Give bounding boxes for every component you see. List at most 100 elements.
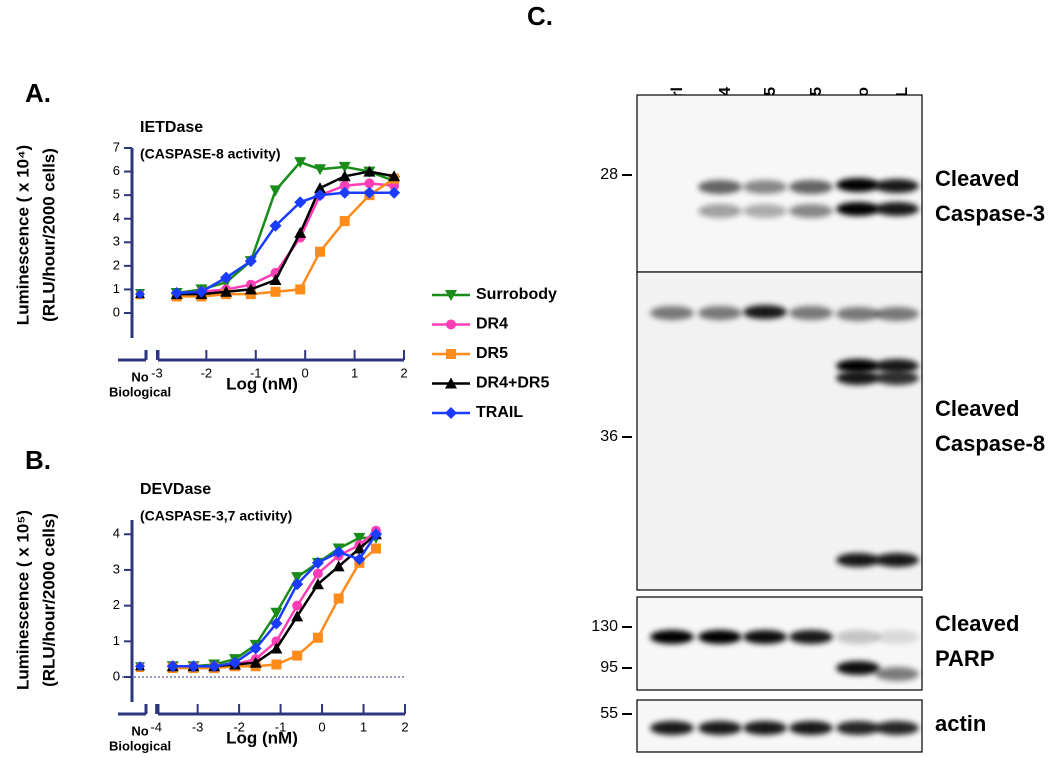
y-axis-label: (RLU/hour/2000 cells) bbox=[39, 148, 58, 322]
data-point bbox=[338, 186, 351, 199]
data-point bbox=[269, 185, 282, 197]
blot-band bbox=[698, 204, 742, 218]
panel-label: A. bbox=[25, 78, 51, 108]
data-point bbox=[292, 650, 303, 661]
data-point bbox=[294, 196, 307, 209]
data-point bbox=[332, 560, 345, 572]
data-point bbox=[292, 600, 303, 611]
x-tick-label: 2 bbox=[401, 719, 408, 734]
data-point bbox=[208, 660, 221, 673]
x-tick-label: -3 bbox=[151, 365, 163, 380]
blot-label: Cleaved bbox=[935, 166, 1019, 191]
data-point bbox=[270, 617, 283, 630]
chart-subtitle: (CASPASE-3,7 activity) bbox=[140, 508, 292, 524]
blot-label: Caspase-3 bbox=[935, 201, 1045, 226]
x-tick-label: -2 bbox=[201, 365, 213, 380]
y-axis-label: Luminescence ( x 10⁴) bbox=[13, 145, 32, 325]
blot-panel bbox=[636, 271, 923, 591]
data-point bbox=[271, 659, 282, 670]
data-point bbox=[338, 161, 351, 173]
data-point bbox=[333, 593, 344, 604]
data-point bbox=[312, 568, 323, 579]
legend-marker bbox=[445, 407, 457, 419]
blot-band bbox=[698, 306, 742, 320]
data-point bbox=[353, 532, 366, 544]
data-point bbox=[294, 157, 307, 169]
series-line bbox=[176, 191, 395, 295]
series-line bbox=[176, 170, 395, 296]
y-tick-label: 0 bbox=[113, 304, 120, 319]
data-point bbox=[314, 182, 326, 194]
y-tick-label: 6 bbox=[113, 163, 120, 178]
legend-label: DR4+DR5 bbox=[476, 375, 549, 392]
blot-band bbox=[743, 721, 787, 735]
data-point bbox=[195, 285, 208, 298]
control-label: No bbox=[131, 723, 148, 738]
blot-band bbox=[836, 630, 880, 644]
chart-title: DEVDase bbox=[140, 481, 211, 498]
blot-label: PARP bbox=[935, 646, 995, 671]
blot-band bbox=[836, 307, 880, 321]
data-point bbox=[270, 286, 281, 297]
y-tick-label: 4 bbox=[113, 210, 120, 225]
data-point bbox=[294, 226, 307, 238]
data-point bbox=[311, 578, 324, 590]
blot-band bbox=[836, 359, 880, 373]
blot-band bbox=[836, 178, 880, 192]
legend-label: DR5 bbox=[476, 345, 508, 362]
data-point bbox=[332, 546, 345, 559]
blot-band bbox=[875, 553, 919, 567]
blot-band bbox=[698, 180, 742, 194]
mw-marker: 36 bbox=[600, 428, 618, 445]
legend-label: DR4 bbox=[476, 316, 508, 333]
series-line bbox=[176, 182, 395, 296]
y-tick-label: 5 bbox=[113, 187, 120, 202]
x-tick-label: -4 bbox=[150, 719, 162, 734]
blot-band bbox=[875, 371, 919, 385]
legend-marker bbox=[445, 290, 457, 301]
mw-marker: 130 bbox=[591, 618, 618, 635]
blot-band bbox=[650, 630, 694, 644]
blot-band bbox=[789, 180, 833, 194]
data-point bbox=[315, 246, 325, 257]
y-tick-label: 1 bbox=[113, 281, 120, 296]
control-label: Biological bbox=[109, 738, 171, 753]
data-point bbox=[353, 542, 366, 554]
blot-band bbox=[836, 202, 880, 216]
x-tick-label: -1 bbox=[275, 719, 287, 734]
data-point bbox=[388, 186, 401, 199]
data-point bbox=[220, 285, 233, 297]
legend-label: Surrobody bbox=[476, 286, 557, 303]
data-point bbox=[353, 553, 366, 566]
blot-band bbox=[875, 202, 919, 216]
data-point bbox=[135, 289, 145, 300]
blot-band bbox=[789, 204, 833, 218]
y-tick-label: 3 bbox=[113, 561, 120, 576]
blot-band bbox=[875, 179, 919, 193]
y-tick-label: 1 bbox=[113, 633, 120, 648]
blot-band bbox=[743, 305, 787, 319]
chart-subtitle: (CASPASE-8 activity) bbox=[140, 146, 281, 162]
blot-band bbox=[789, 721, 833, 735]
data-point bbox=[311, 556, 324, 569]
series-line bbox=[176, 177, 395, 298]
x-tick-label: -1 bbox=[250, 365, 262, 380]
data-point bbox=[269, 219, 282, 232]
data-point bbox=[291, 610, 304, 622]
data-point bbox=[314, 164, 326, 176]
data-point bbox=[363, 165, 376, 177]
blot-band bbox=[743, 630, 787, 644]
data-point bbox=[187, 660, 200, 673]
blot-band bbox=[875, 721, 919, 735]
blot-band bbox=[698, 721, 742, 735]
legend-marker bbox=[446, 319, 456, 330]
series-line bbox=[172, 529, 377, 668]
y-axis-label: Luminescence ( x 10⁵) bbox=[13, 510, 32, 690]
data-point bbox=[338, 170, 351, 182]
blot-band bbox=[875, 307, 919, 321]
x-tick-label: 2 bbox=[400, 365, 407, 380]
y-tick-label: 2 bbox=[113, 257, 120, 272]
data-point bbox=[170, 286, 183, 299]
panel-label: C. bbox=[527, 1, 553, 31]
